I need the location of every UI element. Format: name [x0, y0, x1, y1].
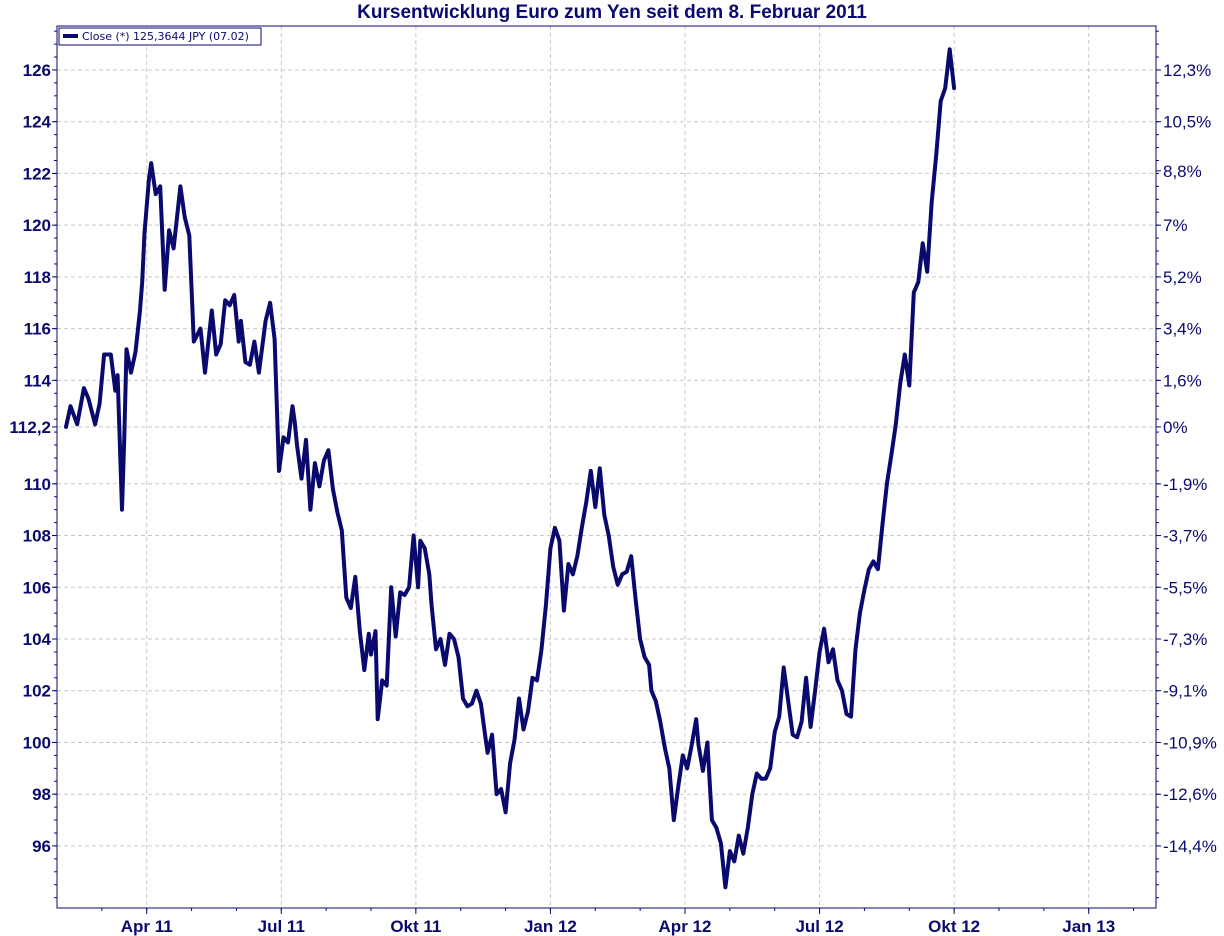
y-tick-label-right-14: -12,6% [1163, 785, 1217, 804]
y-tick-label-right-1: 10,5% [1163, 113, 1211, 132]
y-tick-label-right-13: -10,9% [1163, 733, 1217, 752]
grid-lines [57, 26, 1156, 908]
y-tick-label-left-11: 104 [23, 630, 52, 649]
y-tick-label-left-13: 100 [23, 733, 51, 752]
y-tick-label-left-7: 112,2 [9, 418, 51, 437]
y-tick-label-right-5: 3,4% [1163, 320, 1202, 339]
x-tick-label-3: Jan 12 [524, 917, 577, 936]
y-tick-label-right-2: 8,8% [1163, 162, 1202, 181]
x-tick-label-5: Jul 12 [795, 917, 843, 936]
y-tick-label-right-9: -3,7% [1163, 527, 1207, 546]
y-tick-label-left-6: 114 [24, 371, 52, 390]
legend: Close (*) 125,3644 JPY (07.02) [58, 27, 262, 46]
y-tick-label-right-6: 1,6% [1163, 371, 1202, 390]
y-tick-label-left-12: 102 [23, 682, 51, 701]
y-tick-label-left-1: 124 [23, 113, 52, 132]
y-tick-label-left-0: 126 [23, 61, 51, 80]
y-tick-label-left-5: 116 [24, 320, 51, 339]
axis-ticks [52, 30, 1161, 914]
x-tick-label-0: Apr 11 [121, 917, 173, 936]
y-tick-label-right-4: 5,2% [1163, 268, 1202, 287]
plot-frame [56, 25, 1157, 909]
y-tick-label-left-15: 96 [32, 837, 51, 856]
y-tick-label-left-10: 106 [23, 578, 51, 597]
y-tick-label-right-15: -14,4% [1163, 837, 1217, 856]
series-line-close [64, 47, 957, 890]
x-tick-label-7: Jan 13 [1062, 917, 1115, 936]
y-tick-label-right-8: -1,9% [1163, 475, 1207, 494]
x-tick-label-6: Okt 12 [928, 917, 980, 936]
legend-label: Close (*) 125,3644 JPY (07.02) [82, 30, 249, 43]
y-tick-label-right-0: 12,3% [1163, 61, 1211, 80]
legend-box [58, 27, 262, 46]
x-tick-label-1: Jul 11 [258, 917, 305, 936]
y-tick-label-left-14: 98 [32, 785, 51, 804]
y-tick-label-left-3: 120 [23, 216, 51, 235]
y-tick-label-right-7: 0% [1163, 418, 1188, 437]
x-tick-label-4: Apr 12 [659, 917, 712, 936]
y-tick-label-left-4: 118 [24, 268, 51, 287]
y-tick-label-left-9: 108 [23, 527, 51, 546]
axis-labels: 126 124 122 120 118 116 114 112,2 110 108 106 104 10… [9, 61, 1216, 936]
y-tick-label-right-12: -9,1% [1163, 682, 1207, 701]
chart-title: Kursentwicklung Euro zum Yen seit dem 8.… [357, 2, 867, 23]
y-tick-label-right-3: 7% [1163, 216, 1188, 235]
y-tick-label-left-2: 122 [23, 164, 51, 183]
y-tick-label-right-10: -5,5% [1163, 578, 1207, 597]
x-tick-label-2: Okt 11 [390, 917, 441, 936]
y-tick-label-right-11: -7,3% [1163, 630, 1207, 649]
y-tick-label-left-8: 110 [24, 475, 51, 494]
